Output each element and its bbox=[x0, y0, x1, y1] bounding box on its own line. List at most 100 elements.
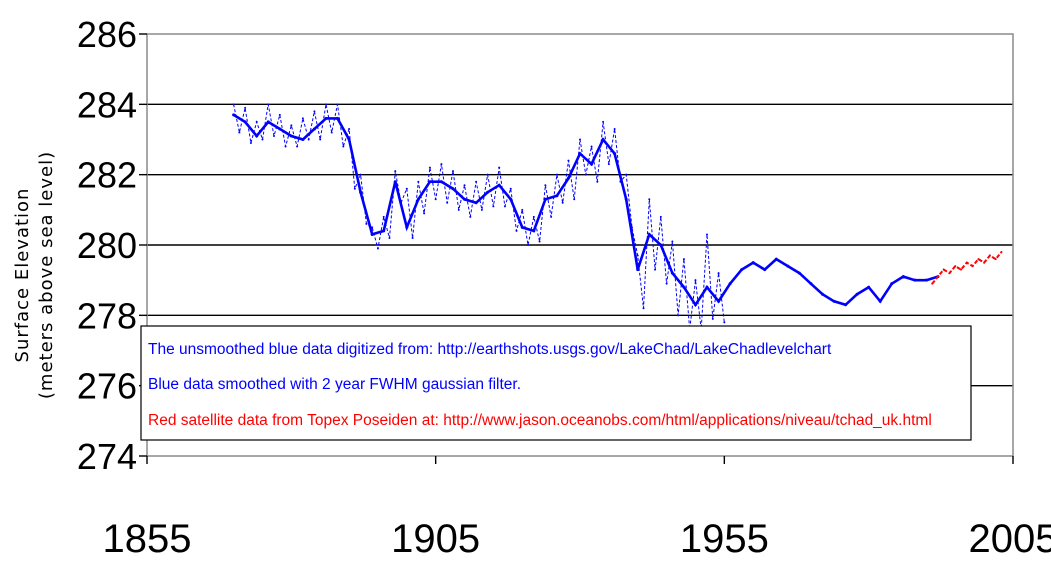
data-point bbox=[509, 187, 512, 190]
series-line-smoothed bbox=[232, 113, 939, 308]
data-point bbox=[416, 197, 420, 201]
data-point bbox=[665, 282, 668, 285]
data-point bbox=[543, 197, 547, 201]
data-point bbox=[670, 271, 674, 275]
data-point bbox=[232, 103, 235, 106]
data-point bbox=[636, 254, 639, 257]
data-point bbox=[376, 247, 379, 250]
data-point bbox=[515, 229, 518, 232]
data-point bbox=[960, 268, 963, 271]
data-point bbox=[509, 197, 513, 201]
data-point bbox=[243, 120, 247, 124]
data-point bbox=[954, 265, 957, 268]
data-point bbox=[659, 243, 663, 247]
data-point bbox=[503, 205, 506, 208]
data-point bbox=[492, 205, 495, 208]
data-point bbox=[625, 173, 628, 176]
data-point bbox=[723, 321, 726, 324]
data-point bbox=[913, 278, 917, 282]
data-point bbox=[428, 180, 432, 184]
data-point bbox=[971, 265, 974, 268]
annotation-line-3: Red satellite data from Topex Poseiden a… bbox=[148, 412, 932, 429]
data-point bbox=[544, 184, 547, 187]
data-point bbox=[671, 240, 674, 243]
data-point bbox=[382, 229, 386, 233]
data-point bbox=[319, 138, 322, 141]
data-point bbox=[578, 152, 582, 156]
data-point bbox=[336, 116, 340, 120]
data-point bbox=[296, 145, 299, 148]
y-tick-label: 276 bbox=[77, 366, 137, 407]
data-point bbox=[619, 180, 622, 183]
data-point bbox=[475, 180, 478, 183]
data-point bbox=[353, 187, 356, 190]
data-point bbox=[538, 240, 541, 243]
data-point bbox=[266, 120, 270, 124]
data-point bbox=[948, 272, 951, 275]
data-point bbox=[371, 226, 374, 229]
x-axis-ticks: 1855 1905 1955 2005 bbox=[103, 456, 1051, 561]
data-point bbox=[820, 292, 824, 296]
data-point bbox=[428, 166, 431, 169]
data-point bbox=[786, 264, 790, 268]
data-point bbox=[469, 215, 472, 218]
data-point bbox=[486, 190, 490, 194]
data-point bbox=[498, 166, 501, 169]
data-point bbox=[717, 299, 721, 303]
data-point bbox=[474, 201, 478, 205]
data-point bbox=[728, 282, 732, 286]
data-point bbox=[706, 233, 709, 236]
data-point bbox=[301, 117, 304, 120]
y-axis-ticks: 286 284 282 280 278 276 274 bbox=[77, 14, 147, 477]
data-point bbox=[659, 215, 662, 218]
data-point bbox=[400, 201, 403, 204]
data-point bbox=[451, 187, 455, 191]
data-point bbox=[624, 197, 628, 201]
data-point bbox=[439, 180, 443, 184]
data-point bbox=[232, 113, 236, 117]
data-point bbox=[983, 261, 986, 264]
data-point bbox=[532, 229, 536, 233]
data-point bbox=[567, 159, 570, 162]
data-point bbox=[988, 254, 991, 257]
data-point bbox=[307, 138, 310, 141]
data-point bbox=[370, 232, 374, 236]
data-point bbox=[388, 236, 391, 239]
data-point bbox=[677, 314, 680, 317]
y-axis-label-line-2: (meters above sea level) bbox=[36, 151, 57, 399]
data-point bbox=[654, 268, 657, 271]
x-tick-label: 1955 bbox=[680, 517, 769, 561]
data-point bbox=[682, 258, 685, 261]
data-point bbox=[965, 261, 968, 264]
data-point bbox=[797, 271, 801, 275]
data-point bbox=[607, 163, 610, 166]
data-point bbox=[324, 103, 327, 106]
data-point bbox=[878, 299, 882, 303]
data-point bbox=[590, 145, 593, 148]
data-point bbox=[550, 215, 553, 218]
data-point bbox=[348, 127, 351, 130]
y-axis-label-line-1: Surface Elevation bbox=[12, 188, 33, 363]
data-point bbox=[463, 197, 467, 201]
data-point bbox=[273, 134, 276, 137]
data-point bbox=[532, 215, 535, 218]
data-point bbox=[342, 145, 345, 148]
annotation-line-1: The unsmoothed blue data digitized from:… bbox=[148, 341, 832, 358]
data-point bbox=[405, 225, 409, 229]
data-point bbox=[717, 272, 720, 275]
data-point bbox=[573, 198, 576, 201]
data-point bbox=[693, 303, 697, 307]
data-point bbox=[711, 317, 714, 320]
data-point bbox=[434, 198, 437, 201]
y-tick-label: 282 bbox=[77, 155, 137, 196]
data-point bbox=[602, 120, 605, 123]
data-point bbox=[566, 176, 570, 180]
data-point bbox=[365, 222, 368, 225]
data-point bbox=[682, 285, 686, 289]
data-point bbox=[411, 236, 414, 239]
data-point bbox=[446, 201, 449, 204]
data-point bbox=[636, 268, 640, 272]
annotation-line-2: Blue data smoothed with 2 year FWHM gaus… bbox=[148, 376, 521, 393]
series-line-satellite bbox=[931, 251, 1003, 285]
